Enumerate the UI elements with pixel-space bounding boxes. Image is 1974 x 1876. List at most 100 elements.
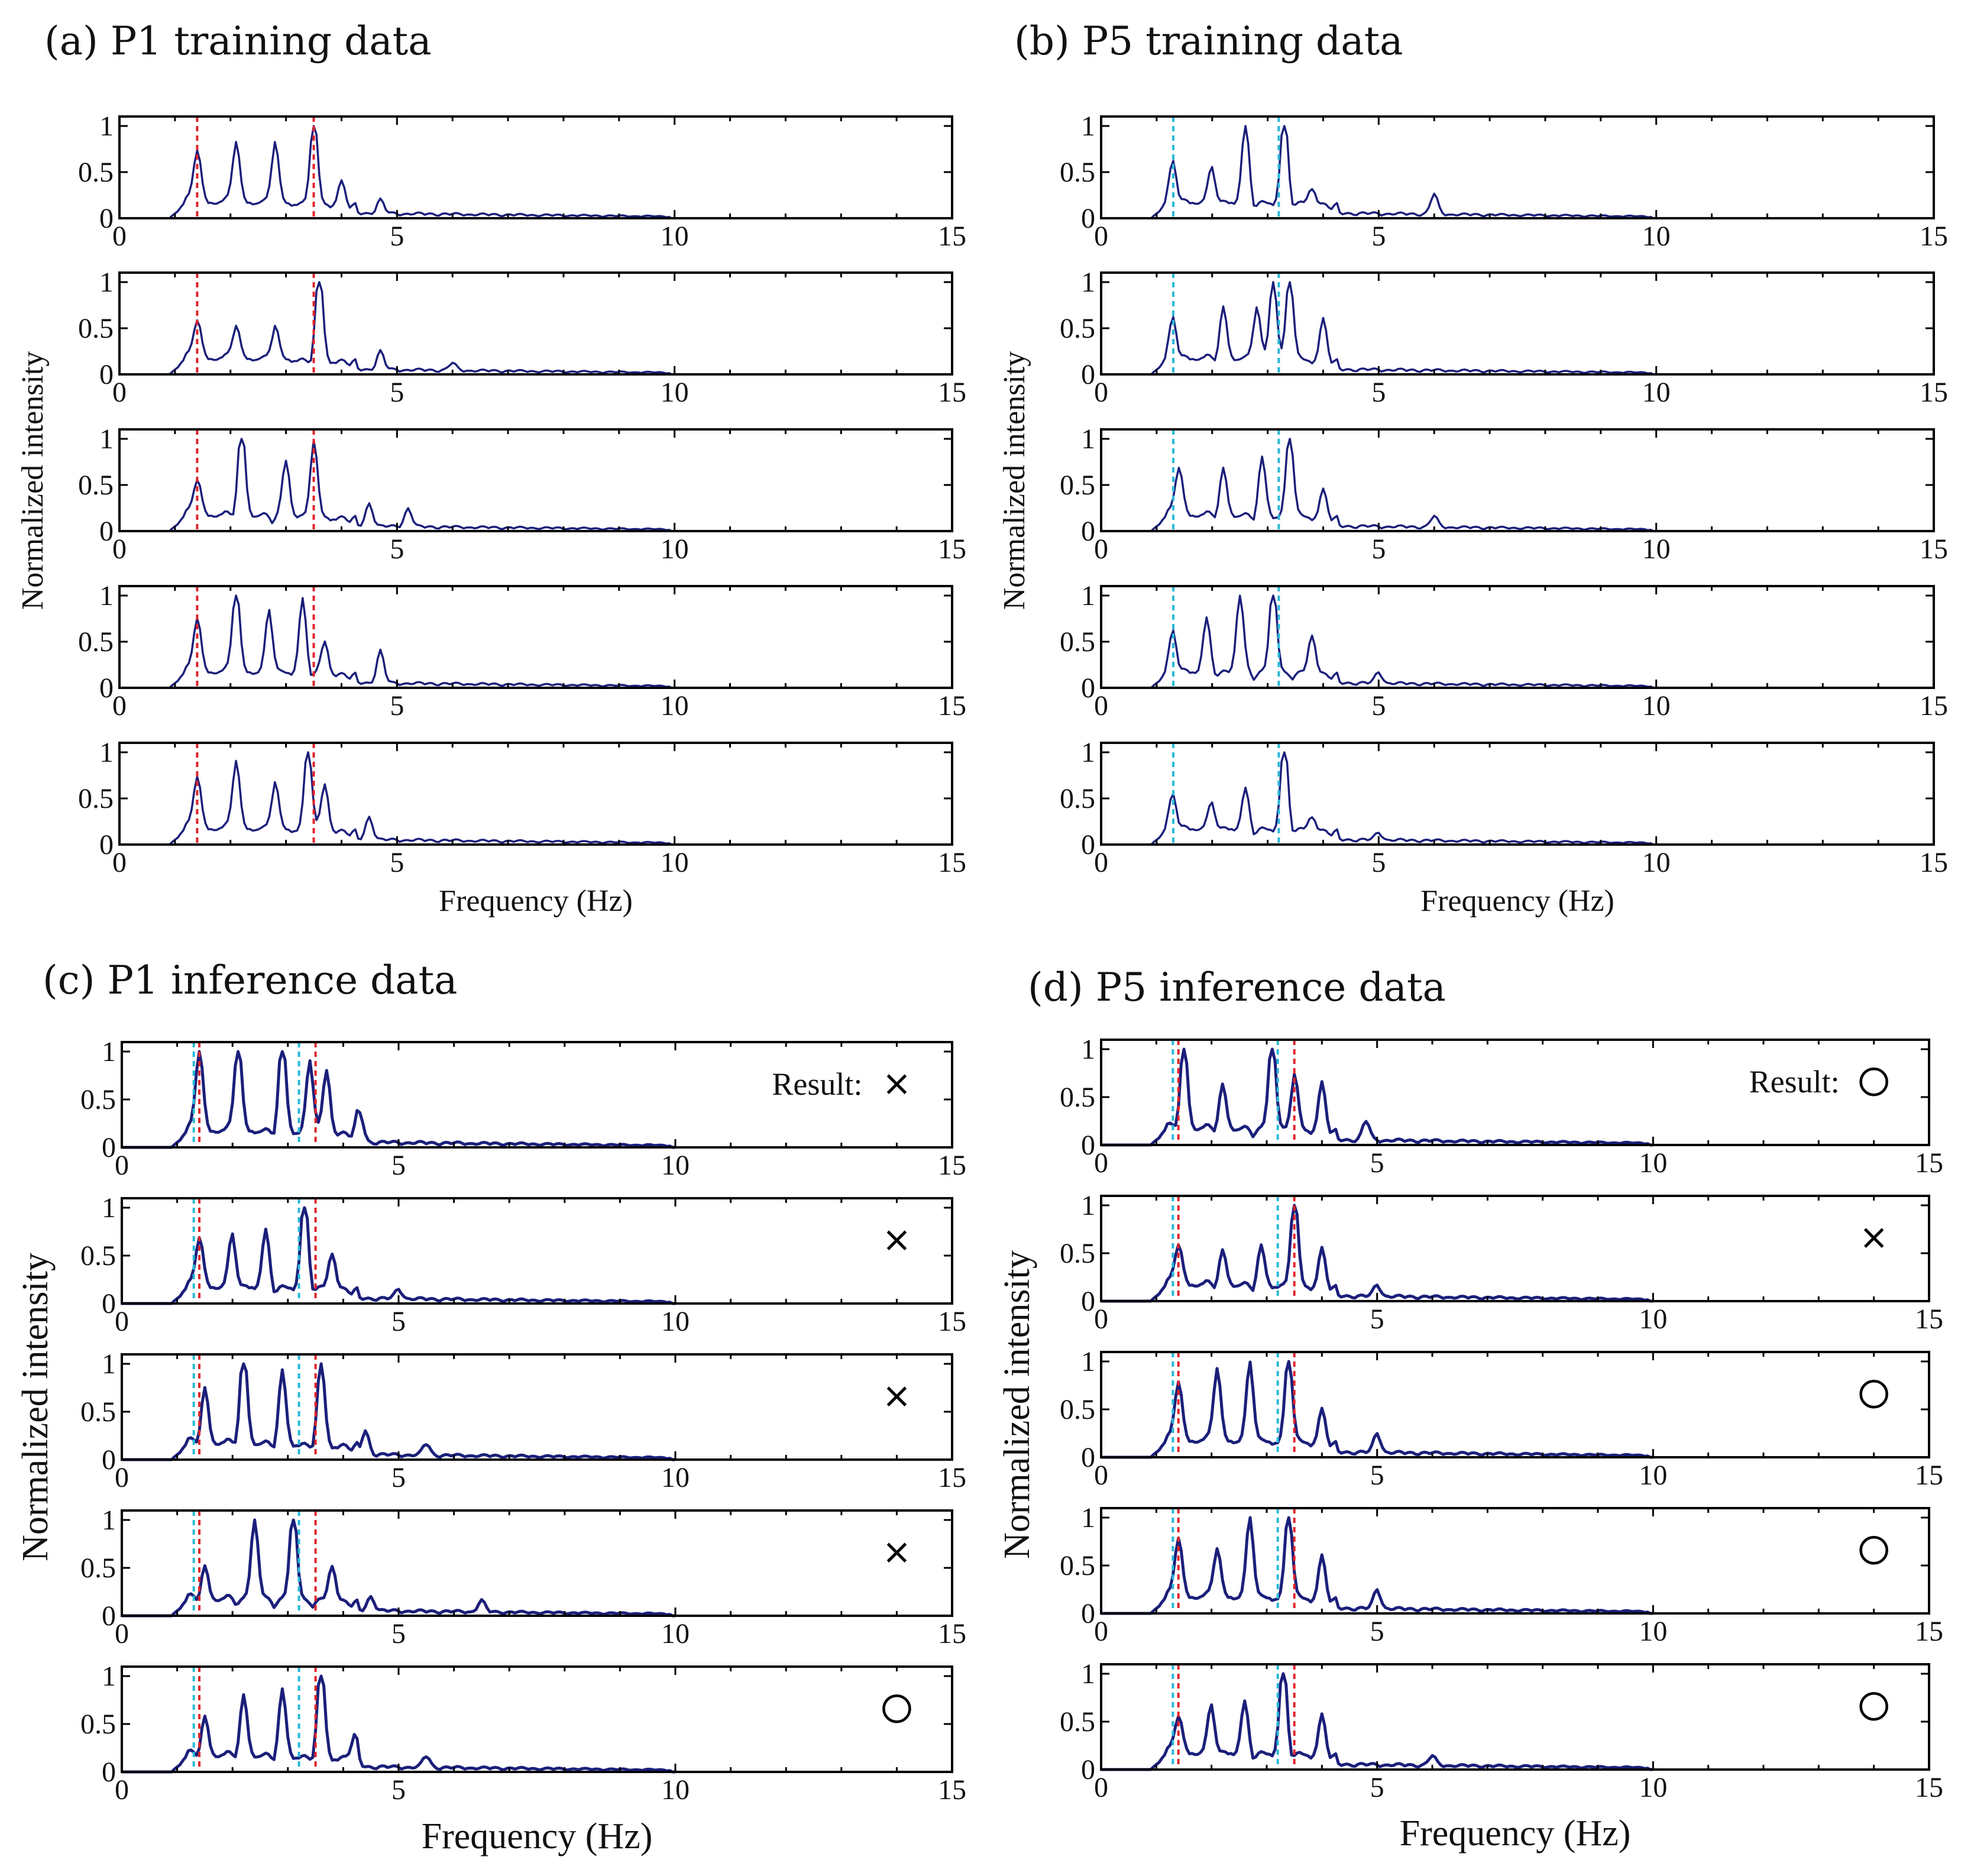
x-tick-label: 0 — [112, 221, 127, 252]
y-tick-label: 0 — [99, 359, 114, 390]
x-tick-label: 15 — [938, 377, 966, 408]
y-tick-label: 0.5 — [80, 1084, 116, 1115]
x-tick-label: 5 — [391, 1306, 406, 1337]
subplot-frame — [118, 585, 953, 689]
y-tick-label: 0 — [1081, 1598, 1095, 1629]
y-tick-label: 1 — [102, 1661, 116, 1692]
subplot: 00.510 5 10 15 — [1060, 423, 1948, 565]
x-tick-label: 10 — [661, 533, 689, 565]
y-tick-label: 1 — [99, 267, 114, 298]
spectrum-line — [119, 438, 675, 532]
subplot: 00.510 5 10 15 — [80, 1505, 966, 1649]
y-tick-label: 1 — [99, 423, 114, 455]
spectrum-line — [1101, 1360, 1653, 1459]
spectrum-line — [1101, 1516, 1653, 1615]
subplot-frame — [1100, 585, 1935, 689]
subplot: 00.510 5 10 15 — [78, 267, 966, 408]
subplot: 00.510 5 10 15 — [78, 580, 966, 722]
x-tick-label: 10 — [1639, 1772, 1667, 1803]
x-tick-label: 10 — [661, 1774, 690, 1806]
subplot-frame — [121, 1665, 953, 1773]
x-tick-label: 15 — [1920, 533, 1948, 565]
x-tick-label: 15 — [1915, 1147, 1943, 1179]
x-tick-label: 5 — [1370, 1772, 1384, 1803]
y-tick-label: 0.5 — [78, 626, 114, 658]
panel-title: (d) P5 inference data — [1028, 965, 1446, 1010]
result-label: Result: — [1749, 1064, 1840, 1099]
x-tick-label: 0 — [1094, 1616, 1108, 1647]
y-tick-label: 0 — [1081, 203, 1095, 234]
x-tick-label: 10 — [1642, 221, 1671, 252]
y-tick-label: 0 — [1081, 1130, 1095, 1161]
x-tick-label: 5 — [390, 377, 404, 408]
y-tick-label: 0 — [1081, 672, 1095, 704]
x-tick-label: 0 — [112, 847, 127, 878]
y-tick-label: 1 — [102, 1348, 116, 1380]
x-tick-label: 15 — [938, 1774, 966, 1806]
panel-title: (a) P1 training data — [44, 18, 432, 64]
x-tick-label: 10 — [1639, 1616, 1667, 1647]
y-tick-label: 1 — [1081, 111, 1095, 142]
y-axis-label: Normalized intensity — [15, 1253, 56, 1561]
x-tick-label: 10 — [1642, 690, 1671, 722]
subplot: 00.510 5 10 15 — [1060, 737, 1948, 878]
y-tick-label: 1 — [1081, 267, 1095, 298]
x-tick-label: 0 — [1094, 690, 1108, 722]
subplot: 00.510 5 10 15 — [1060, 267, 1948, 408]
y-tick-label: 0.5 — [1060, 313, 1095, 344]
x-tick-label: 15 — [1915, 1772, 1943, 1803]
x-tick-label: 0 — [112, 377, 127, 408]
y-tick-label: 0 — [99, 203, 114, 234]
y-tick-label: 1 — [99, 737, 114, 768]
y-tick-label: 1 — [1081, 423, 1095, 455]
x-tick-label: 15 — [938, 1462, 966, 1493]
x-tick-label: 10 — [661, 847, 689, 878]
y-tick-label: 0.5 — [80, 1552, 116, 1584]
spectrum-line — [1101, 1047, 1653, 1147]
x-tick-label: 5 — [390, 690, 404, 722]
subplot-frame — [1100, 271, 1935, 376]
spectrum-line — [1101, 125, 1656, 219]
x-tick-label: 10 — [661, 221, 689, 252]
y-tick-label: 0.5 — [78, 313, 114, 344]
result-cross-icon — [1863, 1228, 1884, 1248]
x-tick-label: 0 — [1094, 1460, 1108, 1491]
y-tick-label: 0 — [102, 1132, 116, 1163]
y-tick-label: 0.5 — [1060, 470, 1095, 501]
x-tick-label: 0 — [115, 1150, 129, 1181]
x-tick-label: 0 — [1094, 847, 1108, 878]
subplot: 00.510 5 10 15 — [78, 423, 966, 565]
y-tick-label: 0.5 — [1060, 1706, 1095, 1738]
y-tick-label: 0 — [99, 829, 114, 861]
x-tick-label: 5 — [390, 847, 404, 878]
result-cross-icon — [886, 1542, 907, 1563]
result-circle-icon — [1859, 1535, 1888, 1565]
spectrum-line — [119, 594, 675, 689]
x-axis-label: Frequency (Hz) — [1400, 1813, 1631, 1854]
y-tick-label: 0 — [102, 1444, 116, 1476]
y-tick-label: 0.5 — [78, 157, 114, 188]
subplot-frame — [1100, 1039, 1930, 1146]
spectrum-line — [119, 281, 675, 376]
x-tick-label: 5 — [1371, 847, 1386, 878]
subplot-frame — [121, 1197, 953, 1305]
y-axis-label: Normalized intensity — [16, 351, 50, 610]
y-tick-label: 1 — [1081, 1502, 1095, 1534]
subplot-frame — [1100, 1507, 1930, 1615]
y-tick-label: 0.5 — [1060, 157, 1095, 188]
spectrum-line — [119, 125, 675, 219]
subplot-frame — [118, 271, 953, 376]
subplot: 00.510 5 10 15 — [1060, 1346, 1943, 1491]
x-tick-label: 5 — [1371, 221, 1386, 252]
spectrum-line — [1101, 594, 1656, 689]
x-tick-label: 15 — [1920, 690, 1948, 722]
y-tick-label: 0.5 — [78, 783, 114, 814]
x-tick-label: 15 — [938, 221, 966, 252]
y-tick-label: 1 — [102, 1036, 116, 1068]
spectrum-line — [1101, 281, 1656, 376]
subplot-frame — [118, 428, 953, 532]
x-tick-label: 5 — [1371, 377, 1386, 408]
result-circle-icon — [1859, 1691, 1888, 1721]
